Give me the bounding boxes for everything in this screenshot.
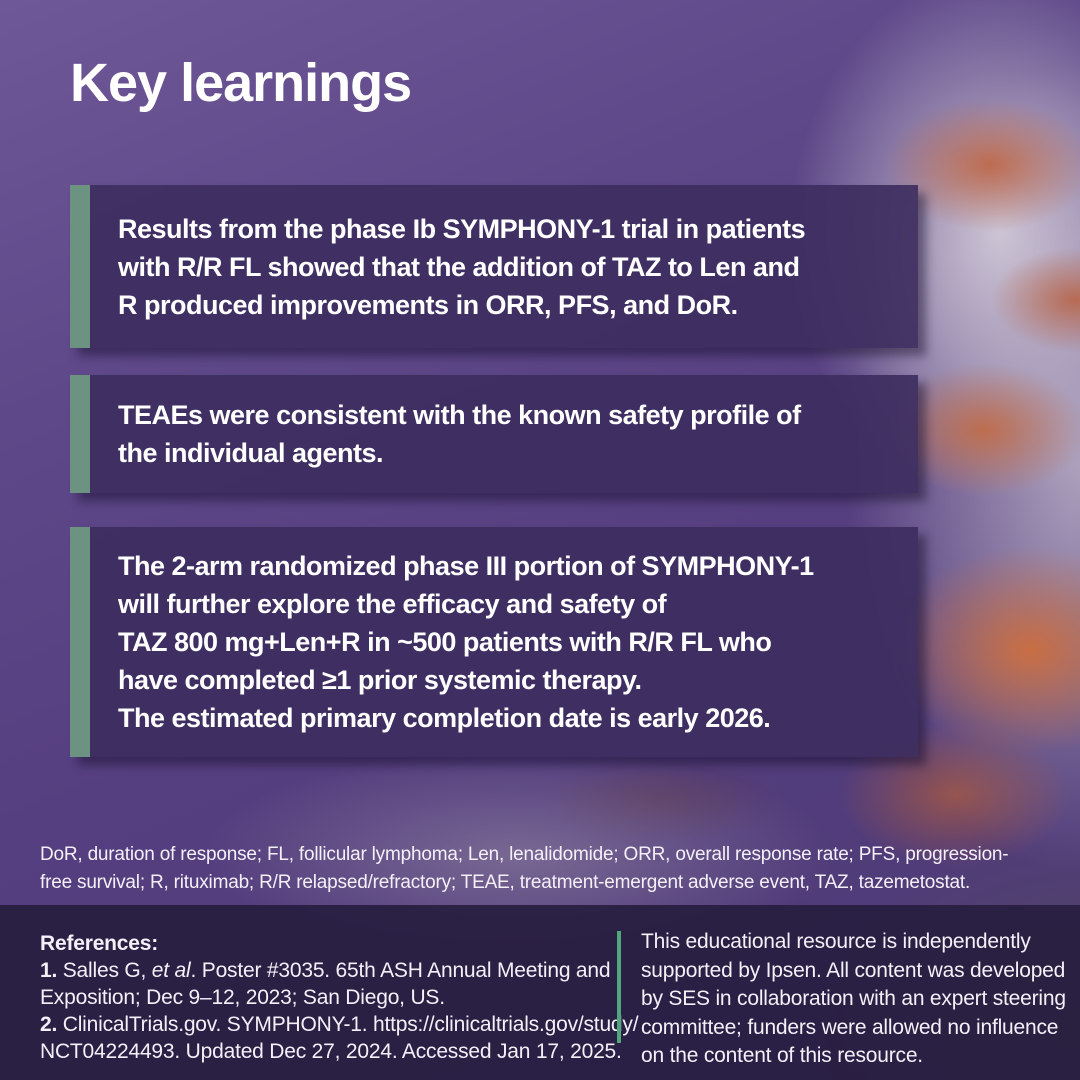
- key-point-card-3: The 2-arm randomized phase III portion o…: [70, 527, 918, 757]
- key-point-card-2: TEAEs were consistent with the known saf…: [70, 375, 918, 493]
- funding-disclosure-text: This educational resource is independent…: [641, 930, 1066, 1067]
- footer-panel: [0, 905, 1080, 1080]
- key-point-3-text: The 2-arm randomized phase III portion o…: [118, 551, 814, 733]
- key-point-1-text: Results from the phase Ib SYMPHONY-1 tri…: [118, 213, 806, 320]
- page-title: Key learnings: [70, 53, 412, 113]
- abbreviations-footnote: DoR, duration of response; FL, follicula…: [40, 844, 1009, 893]
- references-heading: References:: [40, 932, 159, 955]
- references-list: 1. Salles G, et al. Poster #3035. 65th A…: [40, 959, 639, 1063]
- key-point-card-1: Results from the phase Ib SYMPHONY-1 tri…: [70, 185, 918, 348]
- footer-vertical-divider: [617, 931, 621, 1043]
- references-block: References: 1. Salles G, et al. Poster #…: [40, 930, 639, 1065]
- key-point-2-text: TEAEs were consistent with the known saf…: [118, 400, 801, 468]
